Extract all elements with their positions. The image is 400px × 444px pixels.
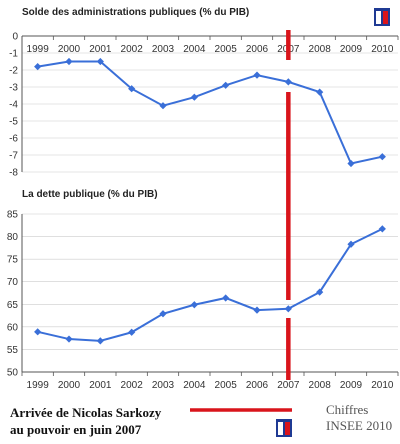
x-tick-label: 2009: [340, 44, 363, 55]
x-tick-label: 2000: [58, 380, 81, 391]
x-tick-label: 2008: [309, 44, 332, 55]
data-point: [253, 71, 261, 79]
data-point: [65, 335, 73, 343]
chart-debt: 85 80 75 70 65 60 55 50 1999 2000 2001 2002 2003 2004…: [7, 210, 399, 391]
annotation-line-1: Arrivée de Nicolas Sarkozy: [10, 405, 162, 420]
source-line-1: Chiffres: [326, 402, 369, 417]
y-tick-label: 50: [7, 368, 19, 379]
x-tick-label: 2006: [246, 44, 269, 55]
y-tick-label: 85: [7, 210, 19, 221]
data-point: [316, 288, 324, 296]
x-tick-label: 2005: [215, 44, 238, 55]
x-tick-label: 1999: [27, 380, 50, 391]
data-point: [347, 159, 355, 168]
data-point: [378, 225, 386, 233]
data-point: [65, 57, 73, 66]
y-tick-label: 0: [12, 32, 18, 43]
y-tick-label: -6: [9, 134, 18, 145]
data-point: [316, 88, 324, 96]
series-line: [37, 227, 383, 342]
x-tick-label: 2009: [340, 380, 363, 391]
data-point: [159, 102, 167, 110]
data-point: [96, 337, 104, 345]
annotation-line-2: au pouvoir en juin 2007: [10, 422, 142, 437]
deficit-chart-title: Solde des administrations publiques (% d…: [22, 7, 250, 18]
y-tick-label: -1: [9, 49, 18, 60]
data-point: [347, 240, 355, 248]
x-tick-label: 2004: [183, 44, 206, 55]
y-tick-label: 80: [7, 232, 19, 243]
logo-icon-bottom: [276, 419, 292, 437]
data-point: [96, 57, 104, 66]
x-tick-label: 2002: [121, 380, 144, 391]
source-line-2: INSEE 2010: [326, 418, 393, 433]
y-tick-label: 55: [7, 345, 19, 356]
logo-icon: [374, 8, 390, 26]
y-tick-label: -2: [9, 66, 18, 77]
data-point: [159, 310, 167, 318]
data-point: [378, 153, 386, 161]
data-point: [284, 305, 292, 313]
series-line: [37, 60, 383, 165]
y-tick-label: -3: [9, 83, 18, 94]
data-point: [222, 294, 230, 302]
data-point: [222, 81, 230, 89]
y-tick-label: 70: [7, 277, 19, 288]
x-tick-label: 2002: [121, 44, 144, 55]
x-tick-label: 2007: [277, 380, 300, 391]
data-point: [253, 306, 261, 314]
x-tick-label: 2008: [309, 380, 332, 391]
x-tick-label: 2010: [371, 380, 394, 391]
x-tick-label: 2001: [89, 380, 112, 391]
y-tick-label: -5: [9, 117, 18, 128]
data-point: [128, 328, 136, 336]
chart-deficit: 0 -1 -2 -3 -4 -5 -6 -7 -8 1999 2000 2001 2002 2003 200…: [9, 32, 399, 179]
y-tick-label: 65: [7, 300, 19, 311]
y-tick-label: -8: [9, 168, 18, 179]
x-tick-label: 2005: [215, 380, 238, 391]
x-tick-label: 2003: [152, 380, 175, 391]
y-tick-label: 60: [7, 322, 19, 333]
y-tick-label: 75: [7, 255, 19, 266]
x-tick-label: 1999: [27, 44, 50, 55]
x-tick-label: 2000: [58, 44, 81, 55]
data-point: [190, 301, 198, 309]
overlay: [190, 30, 292, 412]
data-point: [34, 63, 42, 71]
x-tick-label: 2003: [152, 44, 175, 55]
data-point: [128, 85, 136, 93]
x-tick-label: 2004: [183, 380, 206, 391]
data-point: [284, 78, 292, 86]
x-tick-label: 2006: [246, 380, 269, 391]
x-tick-label: 2010: [371, 44, 394, 55]
debt-chart-title: La dette publique (% du PIB): [22, 189, 158, 200]
x-tick-label: 2001: [89, 44, 112, 55]
y-tick-label: -4: [9, 100, 18, 111]
data-point: [190, 93, 198, 101]
data-point: [34, 328, 42, 336]
y-tick-label: -7: [9, 151, 18, 162]
